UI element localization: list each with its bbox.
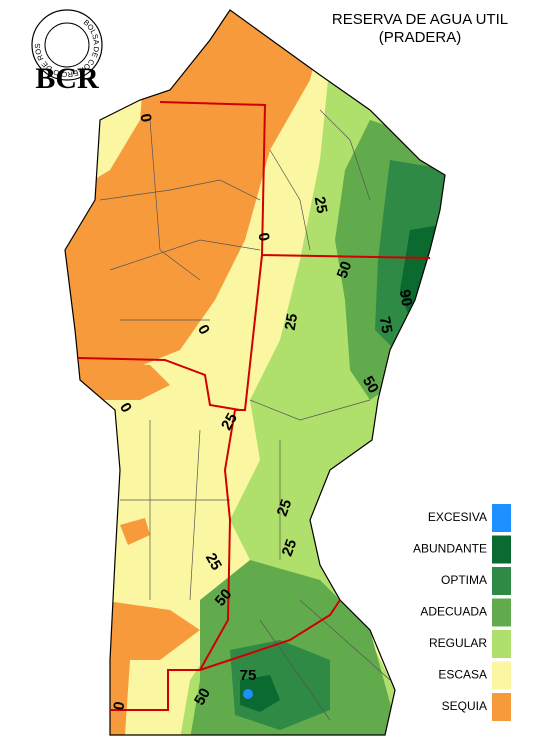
legend-label: OPTIMA [441, 573, 487, 587]
legend-swatch [492, 567, 511, 595]
legend-label: ABUNDANTE [413, 542, 487, 556]
contour-label: 50 [359, 373, 382, 396]
logo: BOLSA DE COMERCIO DE ROSARIO BCR [0, 0, 103, 95]
contour-label: 0 [110, 700, 128, 711]
legend-label: ESCASA [438, 668, 487, 682]
zone-sequia [120, 518, 150, 545]
legend-label: SEQUIA [442, 699, 487, 713]
legend-swatch [492, 504, 511, 532]
legend-label: ADECUADA [420, 605, 487, 619]
contour-label: 0 [136, 112, 154, 123]
zone-sequia [100, 600, 200, 735]
contour-label: 90 [396, 288, 416, 307]
legend-swatch [492, 630, 511, 658]
legend-swatch [492, 693, 511, 721]
contour-label: 50 [334, 259, 356, 280]
subtitle: (PRADERA) [379, 29, 462, 46]
legend-label: EXCESIVA [428, 510, 487, 524]
logo-ring [31, 9, 103, 81]
legend-swatch [492, 598, 511, 627]
contour-label: 25 [279, 537, 301, 558]
contour-label: 75 [240, 667, 257, 684]
contour-label: 25 [274, 497, 296, 518]
contour-label: 50 [191, 685, 214, 708]
contour-label: 75 [376, 315, 396, 334]
legend-swatch [492, 661, 511, 690]
zone-abundante [240, 675, 280, 712]
legend: EXCESIVA ABUNDANTE OPTIMA ADECUADA REGULAR ES… [413, 504, 511, 721]
contour-label: 25 [311, 195, 331, 214]
contour-label: 0 [254, 231, 272, 242]
title: RESERVA DE AGUA UTIL [332, 11, 508, 28]
contour-label: 25 [218, 410, 241, 433]
logo-text: BCR [35, 62, 99, 95]
legend-swatch [492, 535, 511, 564]
contour-label: 25 [202, 550, 225, 573]
logo-inner [44, 22, 90, 68]
legend-label: REGULAR [429, 636, 487, 650]
contour-label: 25 [282, 312, 302, 331]
zone-excesiva [243, 689, 253, 699]
department-lines [99, 109, 391, 721]
region-borders [77, 101, 431, 711]
